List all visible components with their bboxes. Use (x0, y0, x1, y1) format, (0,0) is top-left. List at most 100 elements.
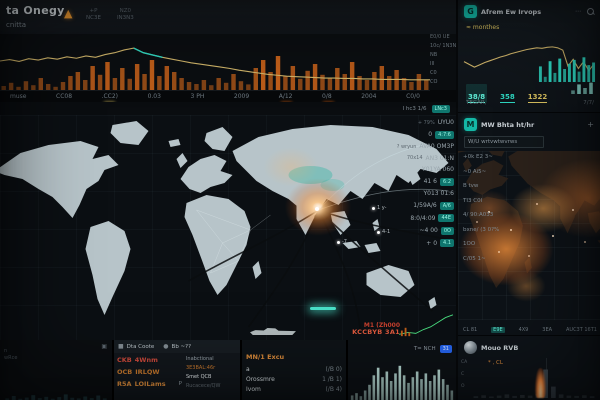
table-row[interactable]: OCB IRLQW (117, 368, 160, 376)
y-axis-labels: CA C O (461, 360, 467, 389)
g-mini-bars (571, 82, 593, 94)
right-axis-label: E0/0 UE (430, 34, 450, 40)
plus-icon[interactable]: + (587, 120, 594, 129)
g-stat[interactable]: 38/8 (466, 84, 488, 103)
map-stat-row[interactable]: 8:0/4:09 44E (410, 214, 454, 222)
search-icon[interactable] (587, 8, 594, 15)
axis-tick[interactable]: 0.03 (147, 93, 161, 100)
world-map-panel[interactable]: 1 y- 4-1 -7 + 79% UYU0 0 4:7:6 ? wryun AVA… (0, 115, 456, 340)
bottom-panel-activity: n wRce ▣ (0, 340, 112, 400)
m-stat[interactable]: TI3 C0I (463, 197, 483, 204)
axis-tick[interactable]: muse (10, 93, 27, 100)
mini-map[interactable]: +0k E2 3~ ~0 Ai5~ B tvw TI3 C0I 4/ 90:A033 bx… (458, 151, 600, 320)
map-markers-layer: 1 y- 4-1 -7 (0, 115, 456, 340)
m-stat[interactable]: 4/ 90:A033 (463, 212, 494, 218)
nch-label: T= NCH (413, 346, 436, 352)
m-axis-tick[interactable]: CL 81 (463, 327, 478, 333)
kv-row[interactable]: Orossmre 1 /B 1) (246, 375, 342, 383)
m-panel-title: MW Bhta ht/hr (481, 120, 535, 129)
header-menu: +P NC3E NZ0 IN3N3 (86, 8, 134, 22)
exchange-panel: MN/1 Excu a (/B 0) Orossmre 1 /B 1) Ivom (/… (242, 340, 346, 400)
map-stat-row[interactable]: 70x14 AN3 01:N (406, 154, 454, 162)
kv-row[interactable]: Ivom (/B 4) (246, 385, 342, 393)
tab-filter[interactable]: ● Bb ~?? (163, 343, 192, 350)
kv-row[interactable]: a (/B 0) (246, 365, 342, 373)
map-stat-row[interactable]: 0 4:7:6 (428, 130, 454, 139)
axis-tick[interactable]: C0/0 (406, 93, 420, 100)
m-search-input[interactable] (464, 136, 544, 148)
ship-silhouette (250, 328, 296, 335)
g-stat[interactable]: 1322 (527, 93, 548, 103)
dots-menu-icon[interactable]: ⋯ (575, 8, 582, 15)
y-axis-label: C (461, 372, 465, 377)
activity-timeline-chart: E0/0 UE 10c/ 1N3N NB III C0 CO (0, 34, 456, 90)
axis-tick[interactable]: A/12 (278, 93, 293, 104)
m-stat[interactable]: +0k E2 3~ (463, 154, 493, 160)
nch-badge[interactable]: 31 (439, 345, 452, 353)
table-row[interactable]: CKB 4Wnm (117, 356, 158, 364)
axis-tick[interactable]: 2004 (361, 93, 377, 100)
m-axis-tick[interactable]: 4X9 (518, 327, 529, 333)
user-activity-panel: Mouo RVB * , CL CA C O (458, 336, 600, 400)
map-stat-row[interactable]: Y013 01:6 (423, 190, 455, 197)
g-panel-title: Afrem Ew Irvops (481, 7, 542, 16)
map-stat-row[interactable]: Y01YA 060 (422, 166, 454, 173)
map-stat-row[interactable]: 1/59A/6 A/6 (413, 201, 454, 210)
right-axis-label: III (430, 61, 435, 67)
avatar[interactable] (464, 341, 477, 354)
map-stat-row[interactable]: + 0 4.1 (426, 239, 454, 247)
bottom-strip: n wRce ▣ ■ Dta Coote ● Bb ~?? (0, 340, 456, 400)
avatar-sub-label: * , CL (488, 360, 503, 366)
app-subtitle: cnitta (6, 21, 27, 29)
map-stat-row[interactable]: 41 6 6:2 (424, 177, 454, 186)
y-axis-label: CA (461, 360, 468, 365)
dot-icon: ● (163, 343, 169, 350)
right-axis-label: NB (430, 52, 438, 58)
code-list: CKB 4Wnm OCB IRLQW R5A LOILams P (117, 356, 182, 389)
m-axis-tick[interactable]: E9E (491, 327, 505, 333)
mini-histogram (5, 394, 107, 400)
axis-tick[interactable]: CC08 (56, 93, 73, 100)
map-toolbar-label: I hc3 1/6 (402, 105, 427, 112)
intel-table-panel: ■ Dta Coote ● Bb ~?? CKB 4Wnm (114, 340, 240, 400)
intel-list: Inabctional 3E3BAL:46r Smet QCB Rucacece/QW (186, 356, 237, 389)
timeline-x-axis: muse CC08 .CC2) 0.03 3 PH 2009 A/12 0/8 2004 C0/0 (0, 90, 430, 104)
axis-tick[interactable]: 3 PH (190, 93, 205, 100)
list-item[interactable]: 3E3BAL:46r (185, 365, 216, 371)
map-marker[interactable]: -7 (337, 239, 347, 245)
pyramid-alert-icon[interactable]: ▲ (64, 7, 73, 20)
axis-tick[interactable]: .CC2) (101, 93, 119, 104)
m-axis-tick[interactable]: AUC3T 16T1 (565, 327, 597, 333)
map-stat-row[interactable]: + 79% UYU0 (417, 119, 454, 126)
g-stats-row: 38/8 358 1322 (466, 84, 548, 103)
map-alert: M1 (Zh000 KCCBYB 3A1 (352, 322, 400, 336)
m-stat[interactable]: 1OO (463, 241, 476, 247)
axis-tick[interactable]: 0/8 (322, 93, 335, 104)
axis-tick[interactable]: 2009 (233, 93, 250, 100)
m-stat[interactable]: bxne/ (3 0?% (463, 226, 500, 233)
header-menu-item[interactable]: NZ0 IN3N3 (116, 8, 134, 21)
map-marker[interactable]: 4-1 (377, 229, 390, 235)
m-axis-tick[interactable]: 3EA (542, 327, 553, 333)
map-stats-column: + 79% UYU0 0 4:7:6 ? wryun AVA0 OM3P (386, 119, 454, 247)
tab-data[interactable]: ■ Dta Coote (118, 343, 155, 350)
map-stat-row[interactable]: ~4 00 0O (419, 226, 454, 235)
header-menu-item[interactable]: +P NC3E (86, 8, 101, 21)
map-marker[interactable]: 1 y- (372, 205, 386, 211)
live-badge[interactable]: LNc3 (431, 104, 450, 113)
map-stat-row[interactable]: ? wryun AVA0 OM3P (396, 143, 454, 150)
teal-flare (310, 307, 336, 310)
trend-legend: ≈ monthes (466, 24, 500, 31)
list-item[interactable]: Smet QCB (185, 374, 212, 380)
list-item[interactable]: Rucacece/QW (185, 383, 221, 389)
m-stat[interactable]: B tvw (463, 183, 479, 189)
heatmap-panel: M MW Bhta ht/hr + +0k E2 3~ ~0 Ai5~ B tvw T… (458, 113, 600, 335)
m-stat[interactable]: C/05 1~ (463, 255, 486, 262)
map-alert-line1: M1 (Zh000 (363, 322, 400, 329)
g-stat[interactable]: 358 (500, 93, 515, 103)
network-lines (196, 209, 271, 274)
list-item[interactable]: Inabctional (185, 356, 214, 362)
m-stat[interactable]: ~0 Ai5~ (463, 168, 487, 175)
table-row[interactable]: R5A LOILams P (117, 380, 182, 388)
expand-icon[interactable]: ▣ (101, 343, 107, 350)
